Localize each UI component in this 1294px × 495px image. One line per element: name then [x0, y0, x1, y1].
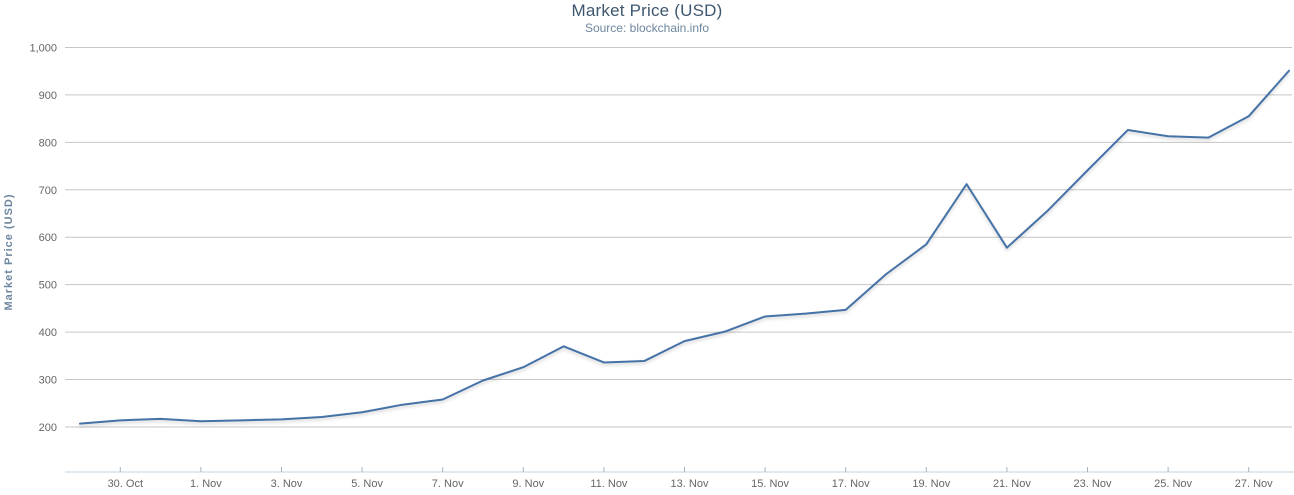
- x-axis-label: 9. Nov: [512, 478, 544, 490]
- y-axis-label: 900: [39, 90, 57, 102]
- x-axis-label: 13. Nov: [671, 478, 709, 490]
- market-price-line: [79, 69, 1290, 425]
- y-axis-label: 300: [39, 375, 57, 387]
- x-axis-label: 1. Nov: [190, 478, 222, 490]
- series-group: [79, 69, 1290, 425]
- y-axis-label: 800: [39, 137, 57, 149]
- x-axis-label: 7. Nov: [432, 478, 464, 490]
- x-axis-label: 25. Nov: [1154, 478, 1192, 490]
- y-axis-label: 500: [39, 280, 57, 292]
- axis-labels-group: 200 300 400 500 600 700 800 900 1,000 30. Oct 1. N…: [29, 43, 1273, 491]
- x-axis-label: 5. Nov: [351, 478, 383, 490]
- y-axis-label: 600: [39, 232, 57, 244]
- y-axis-label: 1,000: [29, 43, 57, 55]
- y-axis-label: 400: [39, 327, 57, 339]
- gridlines-group: [65, 47, 1292, 428]
- x-axis-label: 27. Nov: [1235, 478, 1273, 490]
- x-axis-label: 3. Nov: [271, 478, 303, 490]
- chart-title: Market Price (USD): [571, 1, 723, 20]
- x-axis-label: 21. Nov: [993, 478, 1031, 490]
- x-axis-label: 23. Nov: [1074, 478, 1112, 490]
- x-axis-label: 17. Nov: [832, 478, 870, 490]
- x-axis-label: 19. Nov: [912, 478, 950, 490]
- x-axis-label: 15. Nov: [751, 478, 789, 490]
- y-axis-title: Market Price (USD): [3, 193, 15, 310]
- x-axis-label: 30. Oct: [108, 478, 143, 490]
- y-axis-label: 200: [39, 422, 57, 434]
- y-axis-label: 700: [39, 185, 57, 197]
- x-axis-label: 11. Nov: [590, 478, 628, 490]
- chart-subtitle: Source: blockchain.info: [584, 21, 710, 35]
- axes-group: [65, 467, 1294, 473]
